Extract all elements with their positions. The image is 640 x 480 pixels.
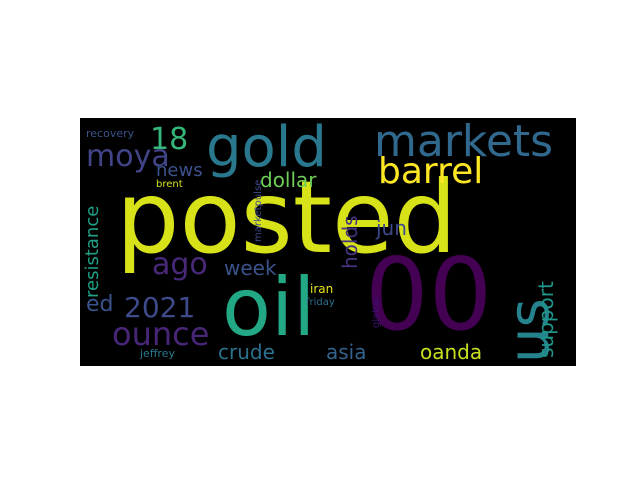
- word-cloud: posted oil 00 us gold markets barrel 18 …: [80, 118, 576, 366]
- word-jeffrey: jeffrey: [140, 347, 175, 360]
- word-resistance: resistance: [82, 205, 103, 298]
- word-asia: asia: [326, 340, 367, 364]
- word-ounce: ounce: [112, 315, 210, 353]
- word-oanda: oanda: [420, 340, 483, 364]
- word-barrel: barrel: [378, 151, 484, 192]
- word-holds: holds: [338, 215, 362, 269]
- word-dollar: dollar: [260, 168, 317, 192]
- word-news: news: [156, 160, 203, 181]
- word-oil: oil: [222, 261, 316, 354]
- word-week: week: [224, 256, 277, 280]
- word-jun: jun: [376, 216, 407, 240]
- word-marketpulse: marketpulse: [253, 179, 264, 242]
- word-markets: markets: [374, 118, 554, 167]
- word-gold: gold: [206, 118, 327, 180]
- word-18: 18: [150, 122, 189, 157]
- word-moya: moya: [86, 139, 170, 174]
- word-ed: ed: [86, 292, 114, 317]
- word-brent: brent: [156, 179, 183, 190]
- word-iran: iran: [310, 282, 334, 296]
- word-00: 00: [365, 236, 493, 353]
- word-support: support: [534, 281, 558, 358]
- word-global: global: [371, 297, 382, 329]
- word-posted: posted: [116, 159, 457, 276]
- word-recovery: recovery: [86, 127, 135, 140]
- word-crude: crude: [218, 340, 275, 364]
- word-friday: friday: [306, 297, 335, 308]
- word-2021: 2021: [124, 291, 196, 324]
- word-ago: ago: [152, 247, 208, 282]
